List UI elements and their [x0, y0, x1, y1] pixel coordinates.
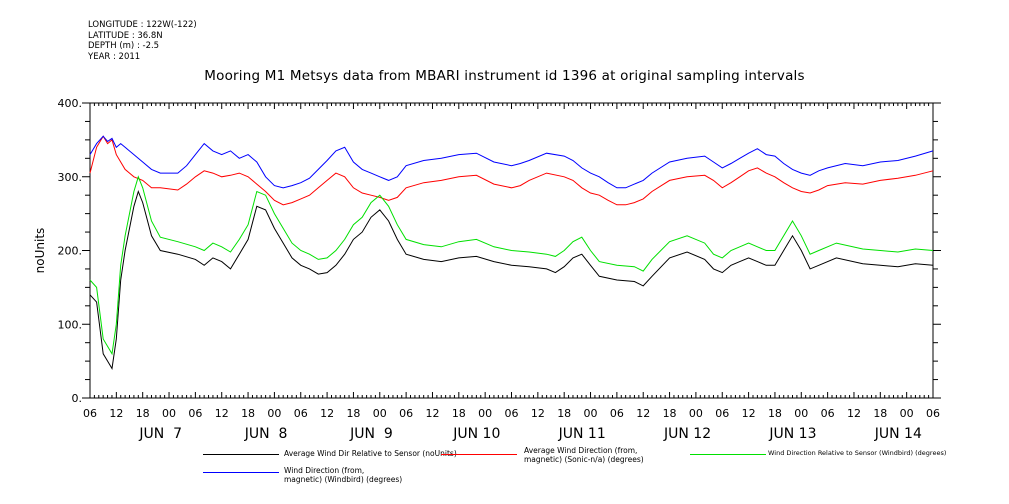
y-tick-label: 100. [58, 318, 83, 331]
x-tick-label: 12 [320, 407, 334, 420]
x-day-label: JUN 14 [874, 426, 922, 442]
x-day-label: JUN 10 [452, 426, 500, 442]
year-label: YEAR : 2011 [88, 51, 141, 62]
x-tick-label: 12 [636, 407, 650, 420]
x-day-label: JUN 7 [138, 426, 182, 442]
chart-title: Mooring M1 Metsys data from MBARI instru… [204, 68, 805, 84]
x-tick-label: 12 [109, 407, 123, 420]
x-tick-label: 06 [399, 407, 413, 420]
x-tick-label: 00 [900, 407, 914, 420]
x-tick-label: 18 [768, 407, 782, 420]
x-tick-label: 00 [373, 407, 387, 420]
latitude-label: LATITUDE : 36.8N [88, 30, 163, 41]
x-tick-label: 12 [425, 407, 439, 420]
x-tick-label: 18 [873, 407, 887, 420]
x-tick-label: 06 [83, 407, 97, 420]
longitude-label: LONGITUDE : 122W(-122) [88, 20, 197, 30]
metadata-block: LONGITUDE : 122W(-122) LATITUDE : 36.8N … [88, 20, 197, 62]
x-tick-label: 00 [162, 407, 176, 420]
x-day-label: JUN 11 [558, 426, 606, 442]
y-tick-label: 400. [58, 97, 83, 110]
x-tick-label: 12 [742, 407, 756, 420]
x-tick-label: 12 [847, 407, 861, 420]
x-day-label: JUN 13 [768, 426, 816, 442]
x-tick-label: 06 [188, 407, 202, 420]
series-line-2 [89, 175, 934, 356]
x-day-label: JUN 9 [349, 426, 393, 442]
depth-label: DEPTH (m) : -2.5 [88, 41, 160, 51]
x-tick-label: 00 [267, 407, 281, 420]
x-tick-label: 00 [584, 407, 598, 420]
x-tick-label: 00 [478, 407, 492, 420]
y-tick-label: 300. [58, 171, 83, 184]
series-line-1 [89, 135, 934, 206]
x-tick-label: 18 [452, 407, 466, 420]
y-tick-label: 0. [72, 392, 83, 405]
x-tick-label: 06 [715, 407, 729, 420]
x-tick-label: 12 [531, 407, 545, 420]
series-line-3 [89, 135, 934, 189]
x-tick-label: 06 [821, 407, 835, 420]
x-tick-label: 18 [663, 407, 677, 420]
series-line-0 [89, 189, 934, 370]
x-tick-label: 06 [926, 407, 940, 420]
x-tick-label: 00 [794, 407, 808, 420]
x-tick-label: 00 [689, 407, 703, 420]
x-tick-label: 18 [136, 407, 150, 420]
x-tick-label: 06 [610, 407, 624, 420]
x-tick-label: 06 [505, 407, 519, 420]
x-tick-label: 12 [215, 407, 229, 420]
x-day-label: JUN 8 [244, 426, 288, 442]
x-day-label: JUN 12 [663, 426, 711, 442]
y-tick-label: 200. [58, 245, 83, 258]
y-axis-label: noUnits [33, 228, 47, 274]
x-tick-label: 06 [294, 407, 308, 420]
x-tick-label: 18 [346, 407, 360, 420]
x-tick-label: 18 [241, 407, 255, 420]
x-tick-label: 18 [557, 407, 571, 420]
